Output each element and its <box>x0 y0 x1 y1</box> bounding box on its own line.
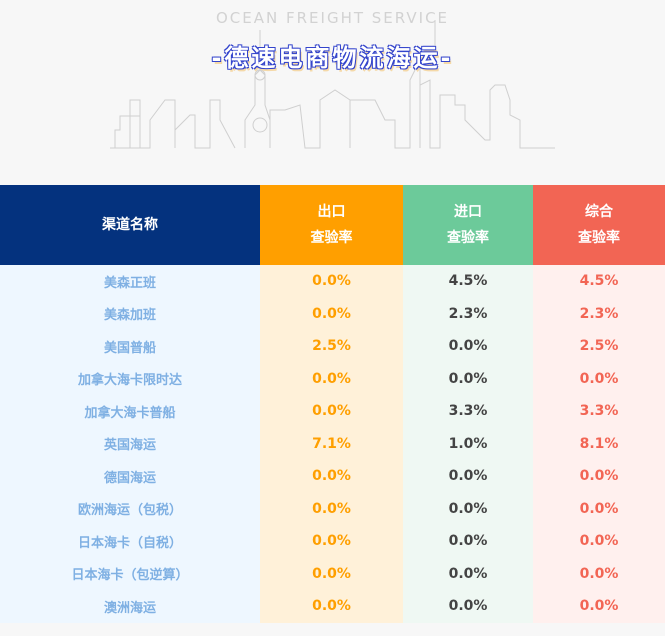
cell-total-rate: 0.0% <box>533 492 665 525</box>
cell-import-rate: 0.0% <box>403 590 533 623</box>
cell-export-rate: 0.0% <box>260 492 403 525</box>
banner-subtitle: OCEAN FREIGHT SERVICE <box>215 9 450 27</box>
inspection-rate-table: 渠道名称 出口 查验率 进口 查验率 综合 查验率 美森正班 0.0% 4.5% 4.5% 美… <box>0 185 665 623</box>
cell-total-rate: 0.0% <box>533 525 665 558</box>
header-label: 查验率 <box>578 230 620 246</box>
cell-import-rate: 0.0% <box>403 492 533 525</box>
cell-export-rate: 0.0% <box>260 557 403 590</box>
cell-import-rate: 4.5% <box>403 265 533 298</box>
cell-channel-name: 澳洲海运 <box>0 590 260 623</box>
cell-channel-name: 日本海卡（自税） <box>0 525 260 558</box>
cell-import-rate: 3.3% <box>403 395 533 428</box>
cell-export-rate: 0.0% <box>260 460 403 493</box>
cell-total-rate: 8.1% <box>533 427 665 460</box>
header-total-rate: 综合 查验率 <box>533 185 665 265</box>
header-label: 渠道名称 <box>102 217 158 233</box>
cell-channel-name: 欧洲海运（包税） <box>0 492 260 525</box>
table-row: 加拿大海卡普船 0.0% 3.3% 3.3% <box>0 395 665 428</box>
cell-export-rate: 2.5% <box>260 330 403 363</box>
city-skyline-icon <box>110 20 555 149</box>
cell-total-rate: 2.5% <box>533 330 665 363</box>
cell-import-rate: 0.0% <box>403 330 533 363</box>
table-row: 德国海运 0.0% 0.0% 0.0% <box>0 460 665 493</box>
cell-channel-name: 美森加班 <box>0 297 260 330</box>
cell-total-rate: 3.3% <box>533 395 665 428</box>
cell-export-rate: 7.1% <box>260 427 403 460</box>
table-row: 澳洲海运 0.0% 0.0% 0.0% <box>0 590 665 623</box>
header-channel-name: 渠道名称 <box>0 185 260 265</box>
header-import-rate: 进口 查验率 <box>403 185 533 265</box>
header-label: 出口 <box>317 204 346 220</box>
table-row: 日本海卡（自税） 0.0% 0.0% 0.0% <box>0 525 665 558</box>
cell-total-rate: 2.3% <box>533 297 665 330</box>
cell-import-rate: 0.0% <box>403 557 533 590</box>
table-row: 美森正班 0.0% 4.5% 4.5% <box>0 265 665 298</box>
cell-import-rate: 1.0% <box>403 427 533 460</box>
cell-channel-name: 美国普船 <box>0 330 260 363</box>
header-export-rate: 出口 查验率 <box>260 185 403 265</box>
cell-total-rate: 0.0% <box>533 460 665 493</box>
cell-channel-name: 加拿大海卡普船 <box>0 395 260 428</box>
cell-export-rate: 0.0% <box>260 297 403 330</box>
cell-channel-name: 加拿大海卡限时达 <box>0 362 260 395</box>
cell-channel-name: 英国海运 <box>0 427 260 460</box>
table-row: 美森加班 0.0% 2.3% 2.3% <box>0 297 665 330</box>
banner: OCEAN FREIGHT SERVICE -德速电商物流海运- <box>0 0 665 185</box>
table-row: 英国海运 7.1% 1.0% 8.1% <box>0 427 665 460</box>
cell-channel-name: 美森正班 <box>0 265 260 298</box>
header-label: 综合 <box>585 204 613 220</box>
cell-import-rate: 0.0% <box>403 525 533 558</box>
cell-export-rate: 0.0% <box>260 590 403 623</box>
cell-import-rate: 2.3% <box>403 297 533 330</box>
cell-total-rate: 4.5% <box>533 265 665 298</box>
header-label: 进口 <box>454 204 482 220</box>
cell-total-rate: 0.0% <box>533 557 665 590</box>
table-row: 加拿大海卡限时达 0.0% 0.0% 0.0% <box>0 362 665 395</box>
header-label: 查验率 <box>447 230 489 246</box>
cell-export-rate: 0.0% <box>260 265 403 298</box>
table-row: 日本海卡（包逆算） 0.0% 0.0% 0.0% <box>0 557 665 590</box>
cell-export-rate: 0.0% <box>260 362 403 395</box>
cell-export-rate: 0.0% <box>260 525 403 558</box>
cell-import-rate: 0.0% <box>403 362 533 395</box>
cell-total-rate: 0.0% <box>533 590 665 623</box>
table-header-row: 渠道名称 出口查验率 进口查验率 综合查验率 <box>0 185 665 265</box>
cell-total-rate: 0.0% <box>533 362 665 395</box>
cell-import-rate: 0.0% <box>403 460 533 493</box>
cell-channel-name: 日本海卡（包逆算） <box>0 557 260 590</box>
header-label: 查验率 <box>310 230 353 246</box>
cell-export-rate: 0.0% <box>260 395 403 428</box>
cell-channel-name: 德国海运 <box>0 460 260 493</box>
table-row: 欧洲海运（包税） 0.0% 0.0% 0.0% <box>0 492 665 525</box>
banner-title: -德速电商物流海运- <box>211 44 454 72</box>
table-row: 美国普船 2.5% 0.0% 2.5% <box>0 330 665 363</box>
